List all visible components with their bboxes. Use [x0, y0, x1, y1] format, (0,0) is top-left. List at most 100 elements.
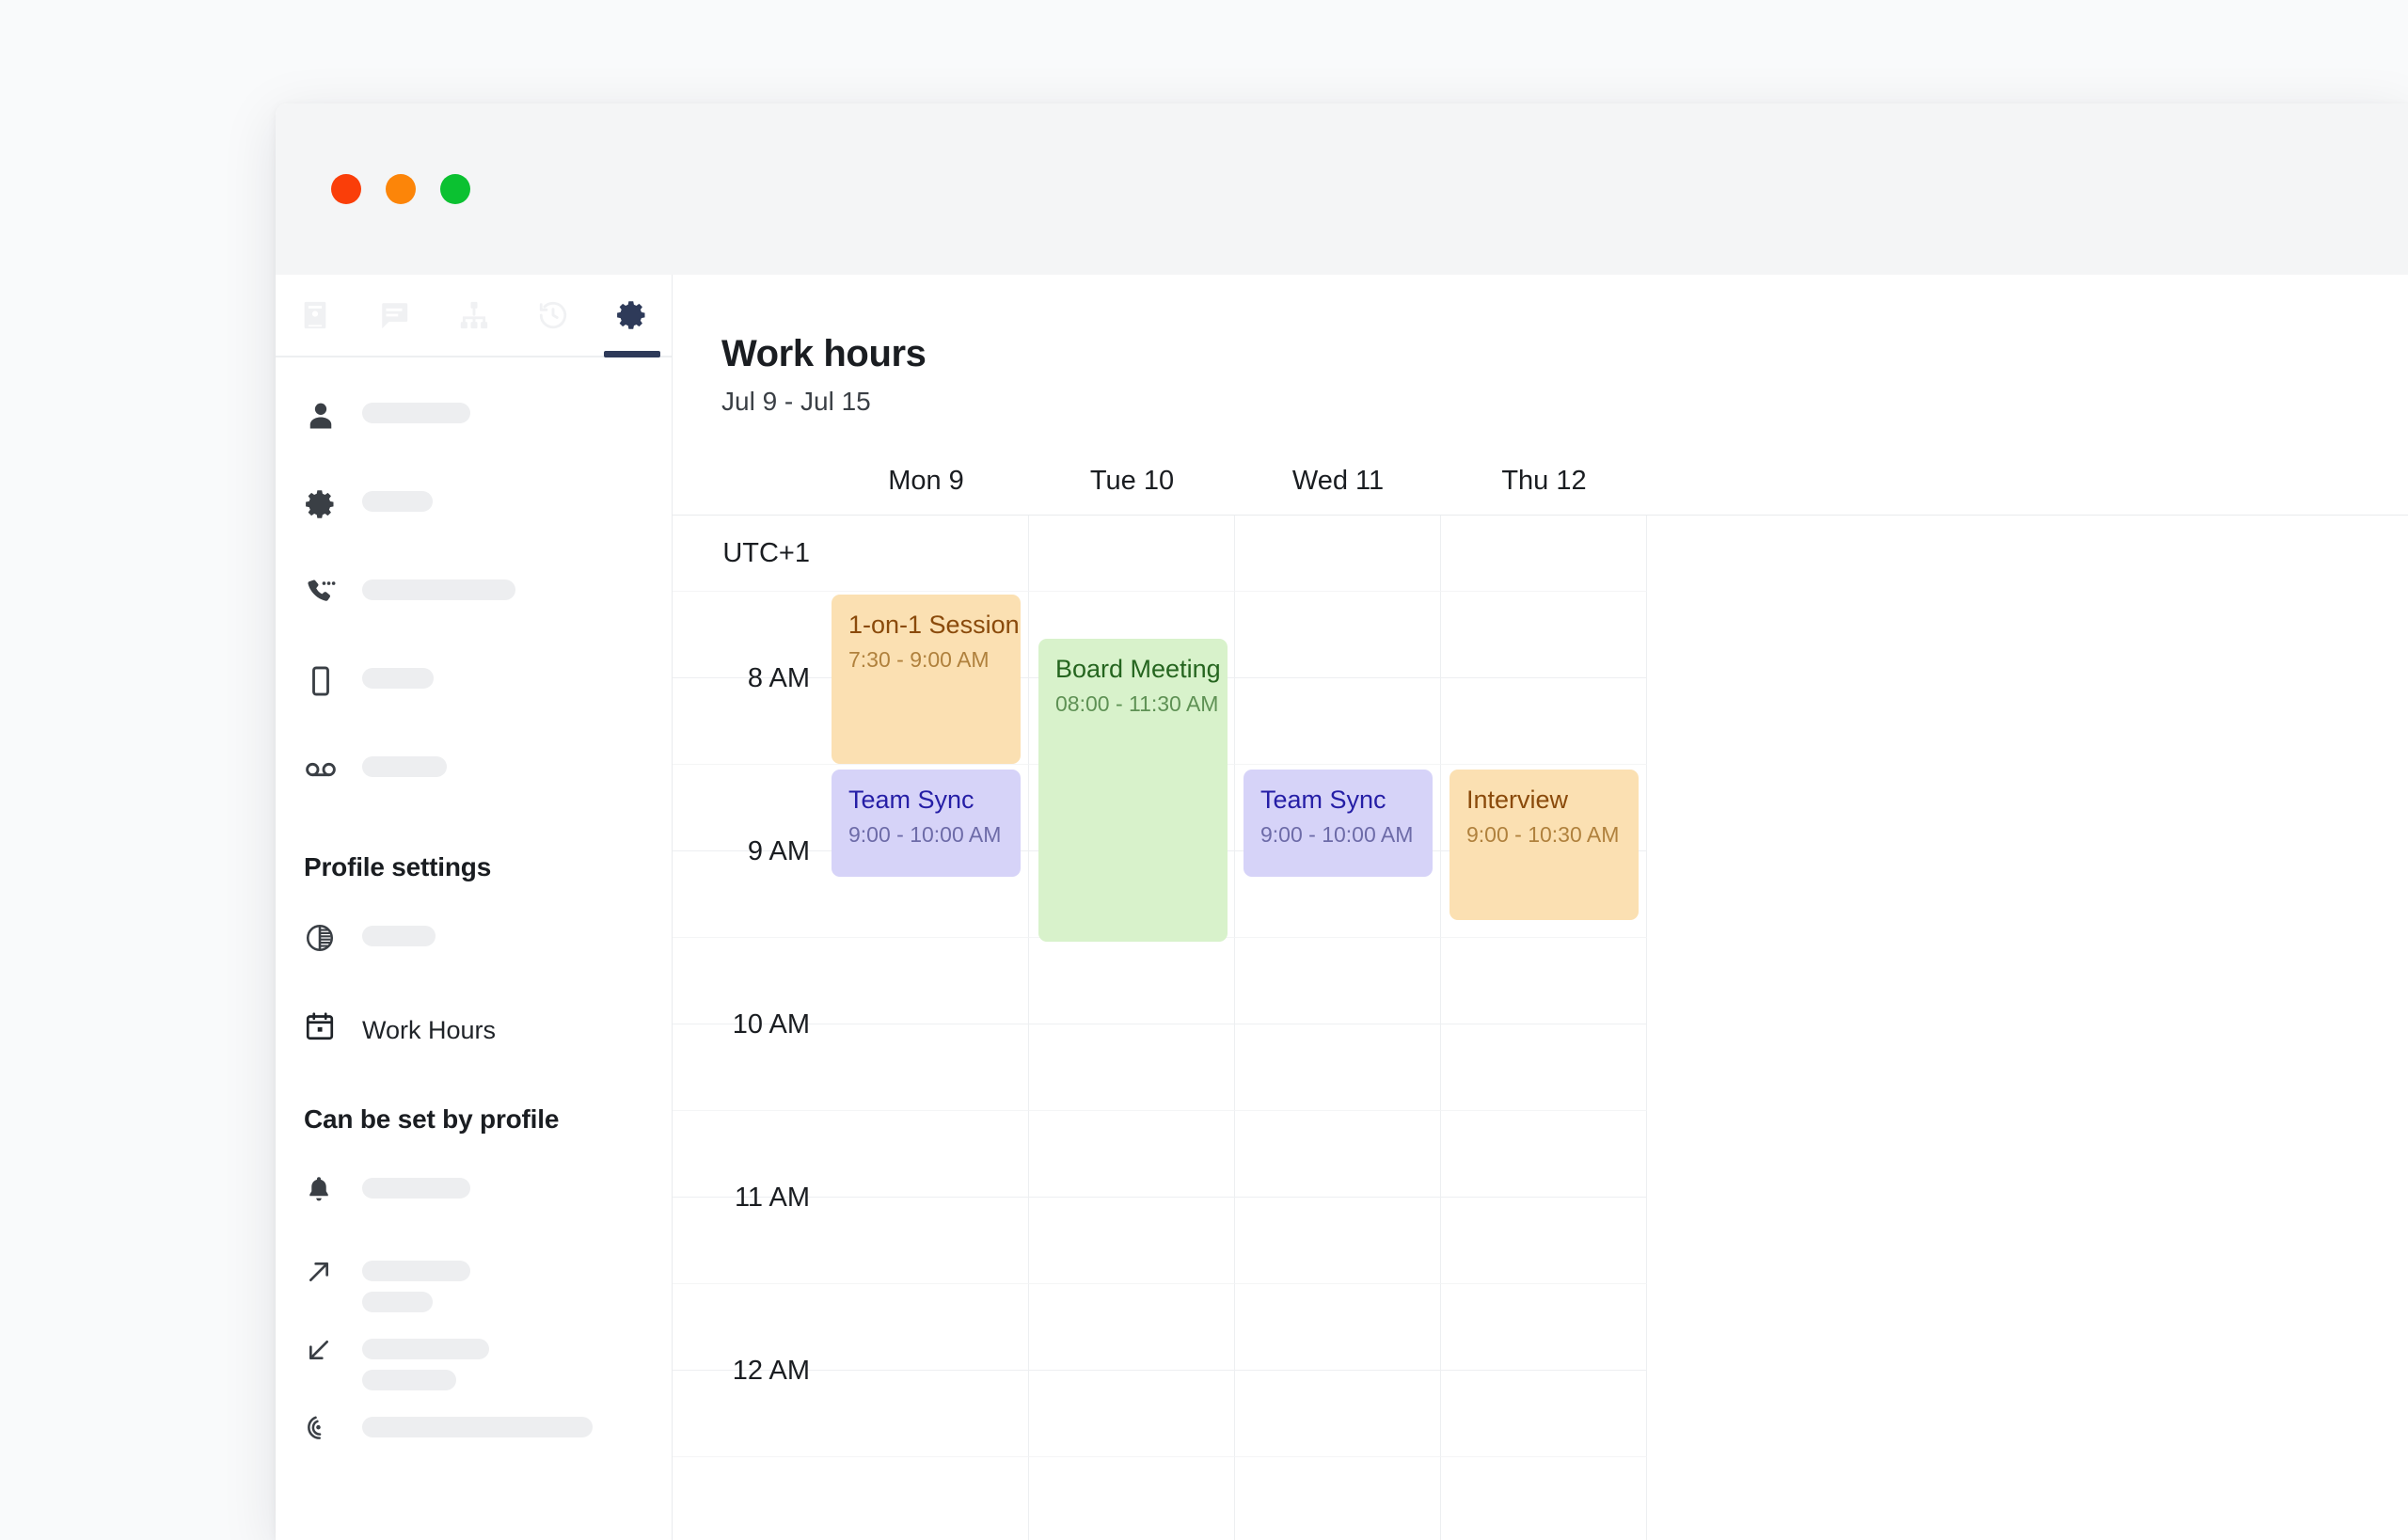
- gear-icon: [615, 298, 649, 332]
- timezone-cell: UTC+1: [673, 516, 823, 591]
- sidebar-item-ringtones[interactable]: [276, 1411, 672, 1466]
- call-forward-icon: [304, 574, 345, 610]
- grid-cell[interactable]: [823, 1197, 1029, 1283]
- grid-cell[interactable]: [1235, 677, 1441, 764]
- grid-cell[interactable]: [1441, 1024, 1647, 1110]
- grid-cell[interactable]: [1029, 1024, 1235, 1110]
- tab-history[interactable]: [514, 275, 593, 356]
- grid-cell[interactable]: [823, 1024, 1029, 1110]
- grid-cell[interactable]: [1029, 591, 1235, 677]
- day-header-tue[interactable]: Tue 10: [1089, 465, 1175, 496]
- grid-cell[interactable]: [823, 1370, 1029, 1456]
- grid-cell[interactable]: [1441, 591, 1647, 677]
- mobile-phone-icon: [304, 662, 345, 698]
- grid-half-hour-row: [673, 1283, 2408, 1370]
- grid-cell[interactable]: [1235, 937, 1441, 1024]
- sidebar-item-preferences[interactable]: [276, 485, 672, 540]
- grid-cell[interactable]: [1029, 937, 1235, 1024]
- sidebar-item-incoming-calls[interactable]: [276, 1333, 672, 1390]
- grid-cell[interactable]: [1441, 1283, 1647, 1370]
- settings-sidebar-panel: Profile settings: [276, 275, 673, 1540]
- calendar-event[interactable]: 1-on-1 Session 7:30 - 9:00 AM: [832, 595, 1021, 764]
- timezone-day-cell: [1029, 516, 1235, 591]
- sidebar-item-outgoing-calls[interactable]: [276, 1255, 672, 1312]
- gear-icon: [304, 485, 345, 521]
- grid-cell[interactable]: [1441, 937, 1647, 1024]
- grid-cell[interactable]: [1235, 1283, 1441, 1370]
- timezone-row: UTC+1: [673, 516, 2408, 591]
- close-button[interactable]: [331, 174, 361, 204]
- event-time: 08:00 - 11:30 AM: [1055, 691, 1219, 716]
- grid-cell[interactable]: [1441, 1456, 1647, 1540]
- grid-cell[interactable]: [1029, 1456, 1235, 1540]
- grid-cell[interactable]: [1441, 677, 1647, 764]
- minimize-button[interactable]: [386, 174, 416, 204]
- event-title: Interview: [1466, 786, 1569, 814]
- sidebar-item-placeholder: [362, 920, 436, 946]
- timezone-day-cell: [1235, 516, 1441, 591]
- can-be-set-by-profile-heading: Can be set by profile: [304, 1104, 560, 1134]
- grid-cell[interactable]: [823, 937, 1029, 1024]
- hierarchy-icon: [458, 299, 490, 331]
- event-time: 9:00 - 10:00 AM: [848, 822, 1002, 847]
- event-title: Team Sync: [848, 786, 974, 814]
- grid-cell[interactable]: [1235, 1370, 1441, 1456]
- maximize-button[interactable]: [440, 174, 470, 204]
- history-clock-icon: [537, 299, 569, 331]
- grid-cell[interactable]: [1029, 1110, 1235, 1197]
- calendar-event[interactable]: Team Sync 9:00 - 10:00 AM: [1244, 770, 1433, 877]
- tab-org-chart[interactable]: [434, 275, 513, 356]
- grid-cell[interactable]: [823, 1456, 1029, 1540]
- grid-cell[interactable]: [823, 1283, 1029, 1370]
- grid-half-hour-row: [673, 937, 2408, 1024]
- timezone-label: UTC+1: [722, 537, 810, 568]
- chat-bubble-icon: [378, 299, 410, 331]
- calendar-event[interactable]: Team Sync 9:00 - 10:00 AM: [832, 770, 1021, 877]
- sidebar-item-voicemail[interactable]: [276, 751, 672, 805]
- tab-messages[interactable]: [355, 275, 434, 356]
- grid-cell[interactable]: [1029, 1370, 1235, 1456]
- day-header-wed[interactable]: Wed 11: [1291, 465, 1385, 496]
- event-title: Board Meeting: [1055, 655, 1221, 683]
- sidebar-item-work-hours[interactable]: Work Hours: [276, 1008, 672, 1063]
- grid-cell[interactable]: [1235, 1110, 1441, 1197]
- day-header-mon[interactable]: Mon 9: [888, 465, 964, 496]
- sidebar-item-profile[interactable]: [276, 397, 672, 452]
- calendar-event[interactable]: Board Meeting 08:00 - 11:30 AM: [1038, 639, 1228, 942]
- hours-area: 8 AM: [673, 591, 2408, 1540]
- grid-cell[interactable]: [823, 1110, 1029, 1197]
- grid-cell[interactable]: [1441, 1110, 1647, 1197]
- grid-cell[interactable]: [1441, 1370, 1647, 1456]
- grid-cell[interactable]: [1235, 591, 1441, 677]
- hour-label-9am: 9 AM: [747, 836, 810, 866]
- grid-half-hour-row: [673, 591, 2408, 677]
- grid-cell[interactable]: [1441, 1197, 1647, 1283]
- day-header-thu[interactable]: Thu 12: [1501, 465, 1587, 496]
- grid-cell[interactable]: [1029, 1283, 1235, 1370]
- sidebar-item-notifications[interactable]: [276, 1172, 672, 1227]
- sidebar-item-placeholder: [362, 1333, 489, 1390]
- grid-cell[interactable]: [1235, 1456, 1441, 1540]
- contrast-icon: [304, 920, 345, 954]
- grid-cell[interactable]: [1029, 1197, 1235, 1283]
- grid-cell[interactable]: [823, 764, 1029, 850]
- grid-cell[interactable]: [1235, 1197, 1441, 1283]
- grid-cell[interactable]: [1441, 764, 1647, 850]
- grid-half-hour-row: [673, 1110, 2408, 1197]
- tab-contacts[interactable]: [276, 275, 355, 356]
- work-hours-panel: Work hours Jul 9 - Jul 15 Mon 9 Tue 10 W…: [673, 275, 2408, 1540]
- calendar-event[interactable]: Interview 9:00 - 10:30 AM: [1450, 770, 1639, 920]
- sidebar-item-appearance[interactable]: [276, 920, 672, 975]
- date-range-label: Jul 9 - Jul 15: [721, 387, 871, 416]
- sidebar-item-mobile[interactable]: [276, 662, 672, 717]
- grid-cell[interactable]: [823, 591, 1029, 677]
- tab-settings[interactable]: [593, 275, 672, 357]
- calendar-icon: [304, 1008, 345, 1042]
- profile-settings-heading: Profile settings: [304, 852, 492, 881]
- sidebar-item-call-forwarding[interactable]: [276, 574, 672, 628]
- sidebar-item-placeholder: [362, 662, 434, 689]
- event-title: 1-on-1 Session: [848, 611, 1020, 639]
- grid-cell[interactable]: [1235, 1024, 1441, 1110]
- grid-cell[interactable]: [1235, 764, 1441, 850]
- event-title: Team Sync: [1260, 786, 1386, 814]
